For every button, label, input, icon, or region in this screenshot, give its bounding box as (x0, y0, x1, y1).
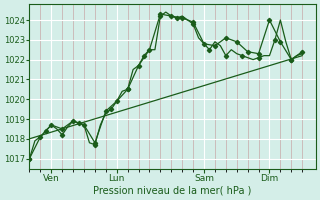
X-axis label: Pression niveau de la mer( hPa ): Pression niveau de la mer( hPa ) (93, 186, 252, 196)
